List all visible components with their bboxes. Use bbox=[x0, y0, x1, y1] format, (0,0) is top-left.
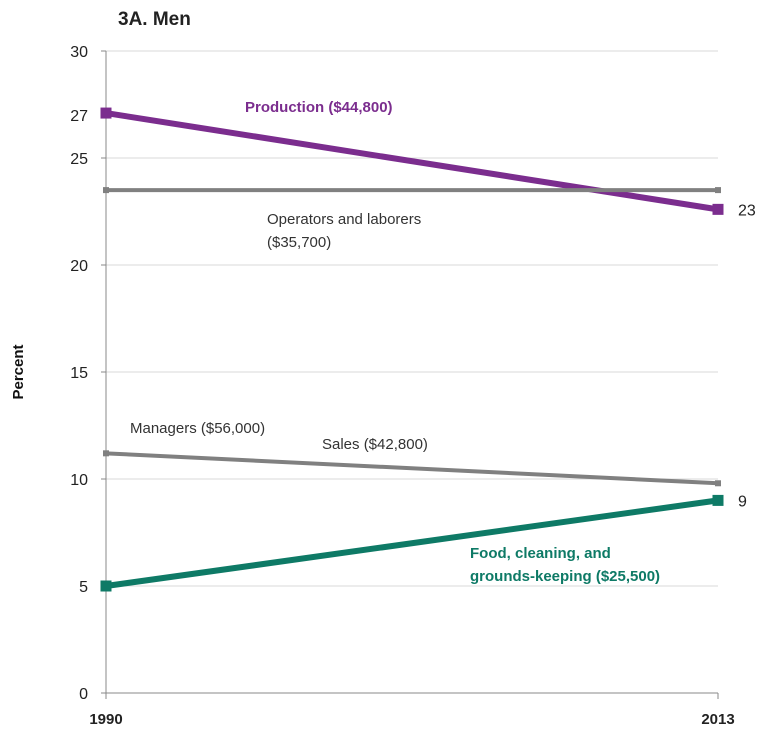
gridlines bbox=[106, 50, 718, 587]
y-tick-label: 15 bbox=[70, 365, 88, 382]
data-point bbox=[712, 203, 724, 215]
x-tick-label: 1990 bbox=[89, 711, 122, 728]
data-point bbox=[100, 107, 112, 119]
data-point bbox=[715, 187, 721, 194]
series-name-label: Operators and laborers bbox=[267, 211, 421, 228]
y-tick-label: 20 bbox=[70, 258, 88, 275]
y-tick-label: 27 bbox=[70, 108, 88, 125]
data-point bbox=[715, 480, 721, 487]
series-name-label: Managers ($56,000) bbox=[130, 420, 265, 437]
y-tick-label: 25 bbox=[70, 151, 88, 168]
series-name-label: Food, cleaning, and bbox=[470, 545, 611, 562]
y-tick-label: 0 bbox=[79, 686, 88, 703]
chart-title: 3A. Men bbox=[118, 9, 191, 30]
series-labels: 23 9 Production ($44,800) Operators and lab… bbox=[130, 99, 756, 585]
series-name-label-line2: ($35,700) bbox=[267, 234, 331, 251]
y-tick-label: 30 bbox=[70, 44, 88, 61]
series-line bbox=[105, 110, 719, 213]
y-tick-label: 10 bbox=[70, 472, 88, 489]
series-name-label-line2: grounds-keeping ($25,500) bbox=[470, 568, 660, 585]
y-tick-label: 5 bbox=[79, 579, 88, 596]
series-line bbox=[105, 497, 719, 589]
series-lines bbox=[100, 107, 724, 592]
x-tick-label: 2013 bbox=[701, 711, 734, 728]
data-point bbox=[103, 187, 109, 194]
y-axis-label: Percent bbox=[10, 344, 27, 399]
axes: 0 5 10 15 20 25 27 30 1990 2013 bbox=[70, 44, 734, 728]
series-name-label: Production ($44,800) bbox=[245, 99, 393, 116]
series-name-label: Sales ($42,800) bbox=[322, 436, 428, 453]
end-value-label: 9 bbox=[738, 493, 747, 510]
data-point bbox=[712, 494, 724, 506]
data-point bbox=[103, 450, 109, 457]
data-point bbox=[100, 580, 112, 592]
end-value-label: 23 bbox=[738, 202, 756, 219]
series-line bbox=[105, 451, 719, 486]
